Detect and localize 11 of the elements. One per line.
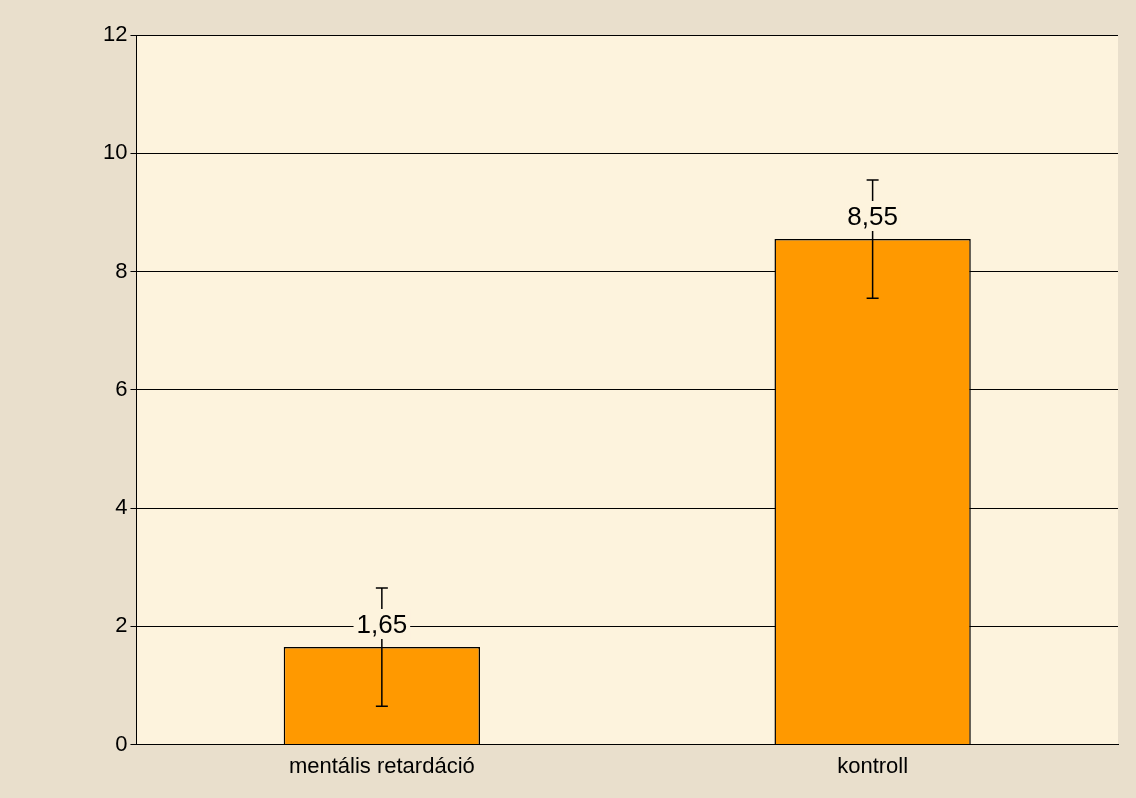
y-tick-label: 6	[115, 375, 128, 401]
y-tick-label: 12	[102, 21, 128, 47]
data-label: 8,55	[847, 201, 898, 232]
data-label: 1,65	[356, 609, 408, 640]
y-tick-label: 0	[115, 730, 128, 756]
y-tick-label: 2	[115, 612, 128, 638]
x-tick-label: mentális retardáció	[288, 752, 475, 778]
x-tick-label: kontroll	[837, 752, 909, 778]
y-tick-label: 10	[102, 139, 128, 165]
y-tick-label: 8	[115, 257, 128, 283]
y-tick-label: 4	[115, 494, 128, 520]
